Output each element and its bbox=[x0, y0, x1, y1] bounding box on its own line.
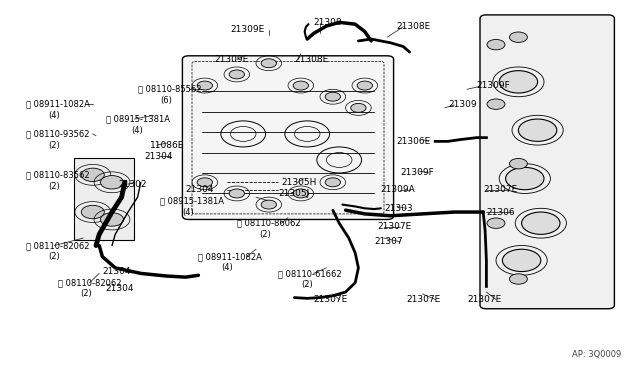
Text: 21307: 21307 bbox=[374, 237, 403, 246]
Text: 21309F: 21309F bbox=[477, 81, 511, 90]
Text: 21309E: 21309E bbox=[230, 25, 265, 34]
Circle shape bbox=[229, 189, 244, 198]
Text: Ⓑ 08110-61662: Ⓑ 08110-61662 bbox=[278, 269, 342, 278]
Text: 21304: 21304 bbox=[102, 267, 131, 276]
Circle shape bbox=[197, 81, 212, 90]
Circle shape bbox=[487, 99, 505, 109]
Circle shape bbox=[351, 103, 366, 112]
Text: (2): (2) bbox=[80, 289, 92, 298]
Text: Ⓑ 08110-86062: Ⓑ 08110-86062 bbox=[237, 219, 300, 228]
Text: Ⓝ 08915-1381A: Ⓝ 08915-1381A bbox=[160, 196, 224, 205]
Text: 11086E: 11086E bbox=[150, 141, 185, 150]
Text: Ⓝ 08911-1082A: Ⓝ 08911-1082A bbox=[198, 252, 262, 261]
Circle shape bbox=[261, 200, 276, 209]
Circle shape bbox=[81, 168, 104, 182]
Circle shape bbox=[100, 213, 124, 226]
Text: 21309A: 21309A bbox=[381, 185, 415, 194]
Text: 21309: 21309 bbox=[448, 100, 477, 109]
Circle shape bbox=[518, 119, 557, 141]
Text: 21307E: 21307E bbox=[483, 185, 518, 194]
Circle shape bbox=[502, 249, 541, 272]
FancyBboxPatch shape bbox=[480, 15, 614, 309]
Text: 21308: 21308 bbox=[314, 18, 342, 27]
Text: 21305H: 21305H bbox=[282, 178, 317, 187]
Text: (4): (4) bbox=[48, 111, 60, 120]
Text: AP: 3Q0009: AP: 3Q0009 bbox=[572, 350, 621, 359]
Circle shape bbox=[293, 189, 308, 198]
Text: Ⓝ 08911-1082A: Ⓝ 08911-1082A bbox=[26, 100, 90, 109]
Text: (2): (2) bbox=[259, 230, 271, 239]
Text: 21309F: 21309F bbox=[400, 169, 434, 177]
Circle shape bbox=[293, 81, 308, 90]
Text: 21308E: 21308E bbox=[397, 22, 431, 31]
Circle shape bbox=[509, 274, 527, 284]
Text: Ⓑ 08110-85562: Ⓑ 08110-85562 bbox=[138, 85, 201, 94]
Text: Ⓑ 08110-93562: Ⓑ 08110-93562 bbox=[26, 129, 89, 138]
Text: 21305J: 21305J bbox=[278, 189, 310, 198]
Text: (2): (2) bbox=[48, 182, 60, 190]
Text: 21309E: 21309E bbox=[214, 55, 249, 64]
Text: (4): (4) bbox=[221, 263, 232, 272]
Circle shape bbox=[261, 59, 276, 68]
Bar bbox=[74, 158, 134, 240]
Text: 21306: 21306 bbox=[486, 208, 515, 217]
Circle shape bbox=[81, 205, 104, 219]
Text: (2): (2) bbox=[48, 141, 60, 150]
Text: 21302: 21302 bbox=[118, 180, 147, 189]
Circle shape bbox=[229, 70, 244, 79]
Text: 21307E: 21307E bbox=[406, 295, 441, 304]
Circle shape bbox=[509, 32, 527, 42]
Text: 21307E: 21307E bbox=[467, 295, 502, 304]
Text: 21304: 21304 bbox=[186, 185, 214, 194]
Circle shape bbox=[499, 71, 538, 93]
Circle shape bbox=[325, 178, 340, 187]
Text: (2): (2) bbox=[48, 252, 60, 261]
Text: (6): (6) bbox=[160, 96, 172, 105]
Text: (2): (2) bbox=[301, 280, 312, 289]
Text: 21303: 21303 bbox=[384, 204, 413, 213]
Text: (4): (4) bbox=[131, 126, 143, 135]
Circle shape bbox=[325, 92, 340, 101]
Text: 21307E: 21307E bbox=[378, 222, 412, 231]
Text: 21304: 21304 bbox=[144, 152, 173, 161]
Circle shape bbox=[100, 176, 124, 189]
Circle shape bbox=[357, 81, 372, 90]
Circle shape bbox=[487, 39, 505, 50]
Text: 21308E: 21308E bbox=[294, 55, 329, 64]
Circle shape bbox=[509, 158, 527, 169]
Text: 21304: 21304 bbox=[106, 284, 134, 293]
Text: Ⓑ 08110-82062: Ⓑ 08110-82062 bbox=[58, 278, 121, 287]
FancyBboxPatch shape bbox=[182, 56, 394, 219]
Circle shape bbox=[506, 167, 544, 190]
Circle shape bbox=[487, 218, 505, 228]
Text: 21306E: 21306E bbox=[397, 137, 431, 146]
Text: Ⓝ 08915-1381A: Ⓝ 08915-1381A bbox=[106, 115, 170, 124]
Circle shape bbox=[197, 178, 212, 187]
Circle shape bbox=[522, 212, 560, 234]
Text: 21307E: 21307E bbox=[314, 295, 348, 304]
Text: Ⓑ 08110-82062: Ⓑ 08110-82062 bbox=[26, 241, 89, 250]
Text: (4): (4) bbox=[182, 208, 194, 217]
Text: Ⓑ 08110-83562: Ⓑ 08110-83562 bbox=[26, 170, 89, 179]
